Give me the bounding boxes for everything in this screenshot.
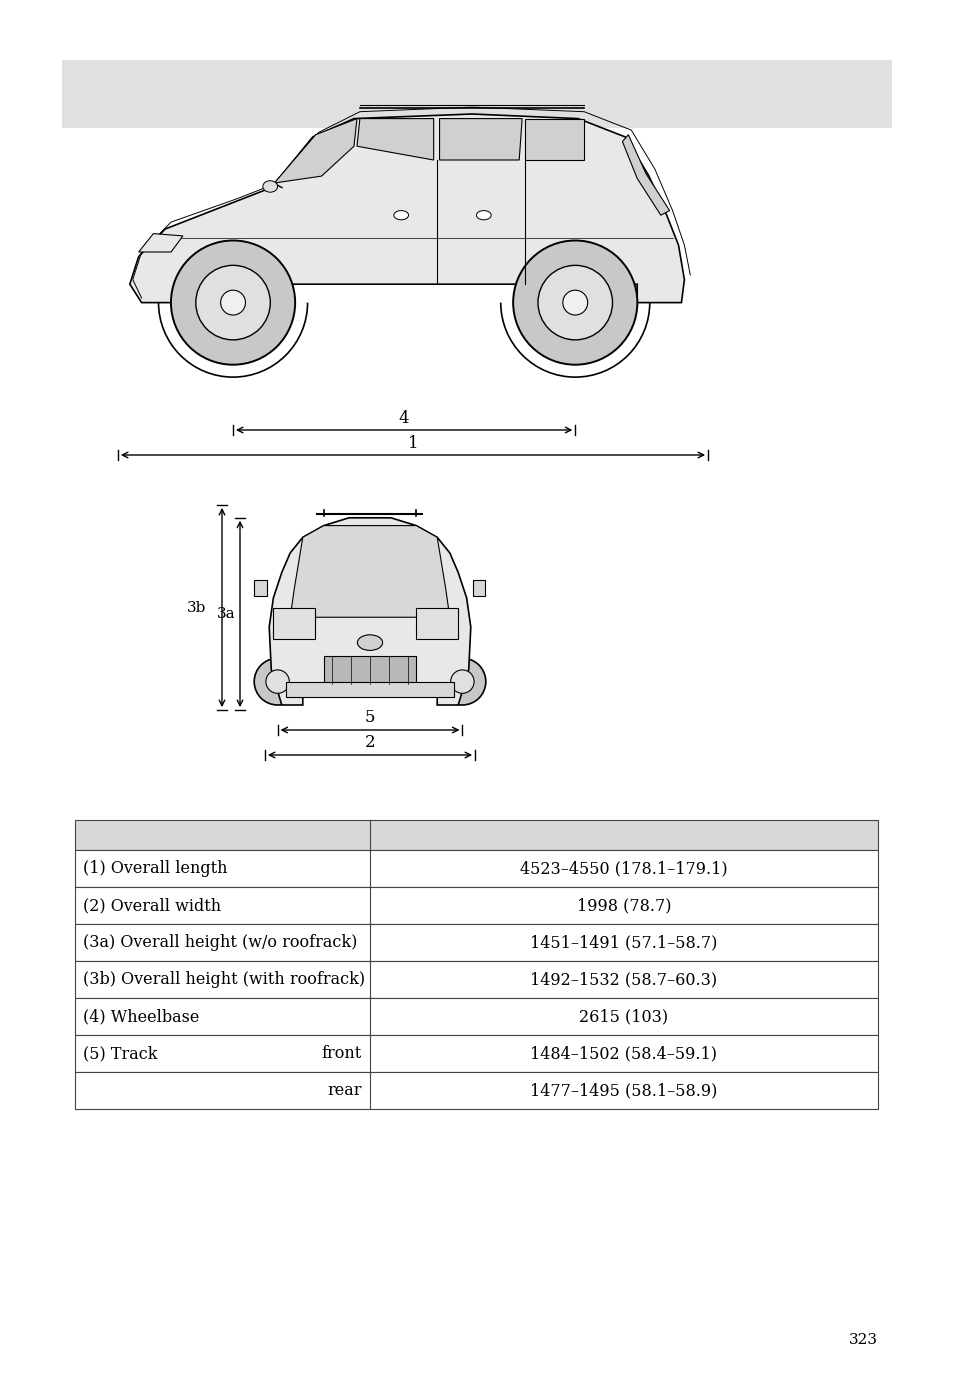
Text: 1492–1532 (58.7–60.3): 1492–1532 (58.7–60.3): [530, 971, 717, 988]
Polygon shape: [290, 526, 449, 617]
Bar: [75, 1072, 877, 1109]
Bar: [323, 656, 416, 684]
Polygon shape: [621, 134, 669, 215]
Circle shape: [253, 658, 301, 705]
Text: 4523–4550 (178.1–179.1): 4523–4550 (178.1–179.1): [519, 860, 727, 877]
Bar: [274, 607, 315, 639]
Text: 323: 323: [848, 1333, 877, 1347]
Circle shape: [220, 290, 245, 315]
Polygon shape: [356, 119, 434, 159]
Bar: [75, 887, 877, 923]
Circle shape: [450, 670, 474, 694]
Circle shape: [438, 658, 485, 705]
Text: 3a: 3a: [217, 607, 235, 621]
Circle shape: [537, 266, 612, 340]
Text: 4: 4: [398, 410, 409, 427]
Bar: [286, 681, 454, 697]
Bar: [75, 851, 877, 887]
Circle shape: [562, 290, 587, 315]
Polygon shape: [274, 119, 356, 183]
Text: (3b) Overall height (with roofrack): (3b) Overall height (with roofrack): [83, 971, 365, 988]
Bar: [75, 923, 877, 961]
Text: 1998 (78.7): 1998 (78.7): [577, 897, 671, 914]
Polygon shape: [524, 119, 583, 159]
Text: 1: 1: [407, 435, 417, 452]
Text: 1484–1502 (58.4–59.1): 1484–1502 (58.4–59.1): [530, 1045, 717, 1062]
Bar: [75, 961, 877, 997]
Polygon shape: [130, 113, 683, 302]
Text: 2615 (103): 2615 (103): [578, 1009, 668, 1025]
Text: (5) Track: (5) Track: [83, 1045, 157, 1062]
Bar: [62, 60, 891, 127]
Circle shape: [513, 241, 637, 365]
Circle shape: [171, 241, 294, 365]
Ellipse shape: [357, 635, 382, 651]
Text: front: front: [321, 1045, 361, 1062]
Polygon shape: [138, 234, 183, 252]
Ellipse shape: [394, 211, 408, 220]
Text: (2) Overall width: (2) Overall width: [83, 897, 221, 914]
Bar: [254, 581, 267, 596]
Text: (4) Wheelbase: (4) Wheelbase: [83, 1009, 199, 1025]
Bar: [75, 997, 877, 1035]
Bar: [473, 581, 485, 596]
Bar: [75, 1035, 877, 1072]
Bar: [75, 820, 877, 851]
Polygon shape: [269, 518, 471, 705]
Text: 5: 5: [364, 709, 375, 726]
Ellipse shape: [263, 180, 277, 192]
Ellipse shape: [476, 211, 491, 220]
Text: 1451–1491 (57.1–58.7): 1451–1491 (57.1–58.7): [530, 935, 717, 951]
Circle shape: [266, 670, 289, 694]
Text: (1) Overall length: (1) Overall length: [83, 860, 227, 877]
Text: 1477–1495 (58.1–58.9): 1477–1495 (58.1–58.9): [530, 1081, 717, 1100]
Bar: [416, 607, 457, 639]
Text: 2: 2: [364, 734, 375, 751]
Text: 3b: 3b: [187, 600, 206, 614]
Circle shape: [195, 266, 270, 340]
Text: (3a) Overall height (w/o roofrack): (3a) Overall height (w/o roofrack): [83, 935, 357, 951]
Polygon shape: [439, 119, 521, 159]
Text: rear: rear: [327, 1081, 361, 1100]
